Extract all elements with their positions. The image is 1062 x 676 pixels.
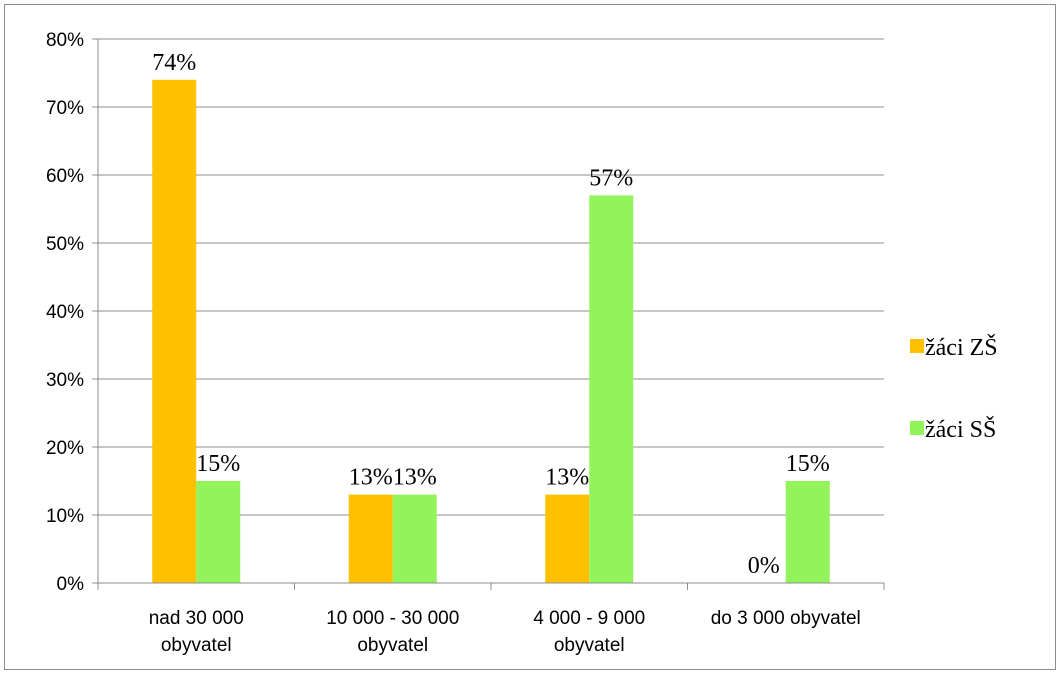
bar — [785, 481, 830, 583]
bar — [392, 494, 437, 583]
data-label: 57% — [589, 165, 633, 191]
y-tick-label: 80% — [46, 30, 84, 51]
y-tick-label: 40% — [46, 302, 84, 323]
bar — [545, 494, 590, 583]
x-tick-label: obyvatel — [161, 635, 232, 656]
data-label: 13% — [545, 465, 589, 491]
legend-label: žáci SŠ — [925, 416, 996, 443]
bar — [348, 494, 393, 583]
y-tick-label: 30% — [46, 370, 84, 391]
x-tick-label: obyvatel — [554, 635, 625, 656]
y-tick-label: 50% — [46, 234, 84, 255]
data-label: 15% — [786, 451, 830, 477]
y-tick-label: 0% — [57, 574, 85, 595]
data-label: 0% — [748, 553, 780, 579]
y-tick-label: 60% — [46, 166, 84, 187]
x-tick-label: 4 000 - 9 000 — [533, 608, 645, 629]
data-label: 74% — [152, 50, 196, 76]
y-tick-label: 10% — [46, 506, 84, 527]
bar — [589, 195, 634, 583]
bar — [152, 79, 197, 584]
x-tick-label: 10 000 - 30 000 — [326, 608, 459, 629]
legend-label: žáci ZŠ — [925, 334, 998, 361]
data-label: 15% — [196, 451, 240, 477]
x-tick-label: obyvatel — [357, 635, 428, 656]
legend-swatch — [910, 339, 924, 353]
data-label: 13% — [349, 465, 393, 491]
bar — [196, 481, 241, 583]
y-tick-label: 70% — [46, 98, 84, 119]
legend-swatch — [910, 421, 924, 435]
x-tick-label: nad 30 000 — [149, 608, 244, 629]
y-tick-label: 20% — [46, 438, 84, 459]
data-label: 13% — [393, 465, 437, 491]
x-tick-label: do 3 000 obyvatel — [711, 608, 861, 629]
